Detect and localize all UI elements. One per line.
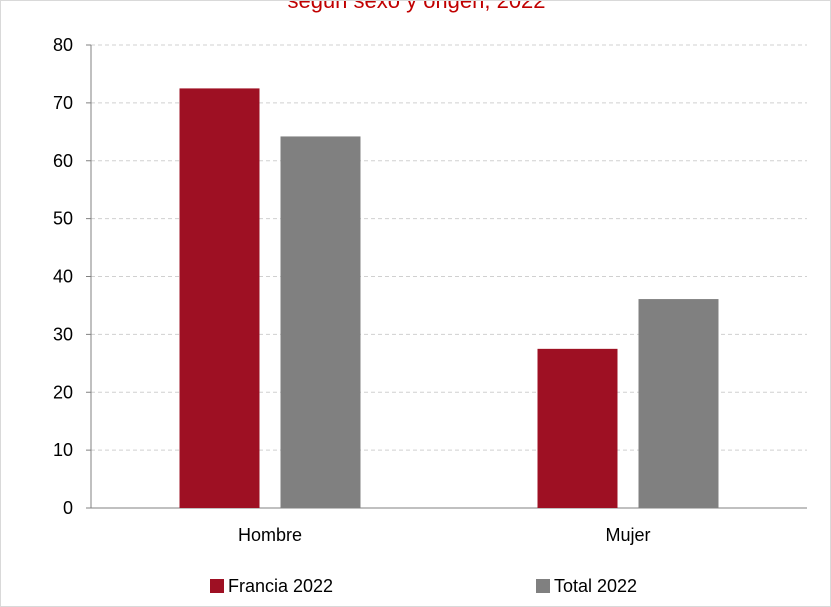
y-tick-label-30: 30 — [53, 324, 73, 344]
legend-label-francia: Francia 2022 — [228, 575, 334, 596]
legend-item-total: Total 2022 — [536, 574, 637, 598]
legend-item-francia: Francia 2022 — [210, 574, 333, 598]
bar-hombre-francia — [179, 88, 260, 508]
y-tick-label-40: 40 — [53, 267, 73, 287]
chart-title: según sexo y origen, 2022 — [287, 0, 546, 13]
y-tick-label-10: 10 — [53, 440, 73, 460]
x-category-label-mujer: Mujer — [605, 525, 650, 545]
y-tick-label-50: 50 — [53, 209, 73, 229]
bar-mujer-francia — [537, 348, 618, 508]
y-tick-label-0: 0 — [63, 498, 73, 518]
bar-hombre-total — [280, 136, 361, 508]
bar-mujer-total — [638, 299, 719, 508]
x-category-label-hombre: Hombre — [238, 525, 302, 545]
y-tick-label-60: 60 — [53, 151, 73, 171]
x-axis-categories: Hombre Mujer — [238, 525, 651, 545]
y-tick-label-20: 20 — [53, 382, 73, 402]
legend-swatch-francia — [210, 579, 224, 593]
y-axis-ticks: 0 10 20 30 40 50 60 70 80 — [53, 35, 91, 518]
legend-label-total: Total 2022 — [554, 575, 638, 596]
y-tick-label-70: 70 — [53, 93, 73, 113]
legend-swatch-total — [536, 579, 550, 593]
bars — [179, 88, 719, 508]
y-tick-label-80: 80 — [53, 35, 73, 55]
